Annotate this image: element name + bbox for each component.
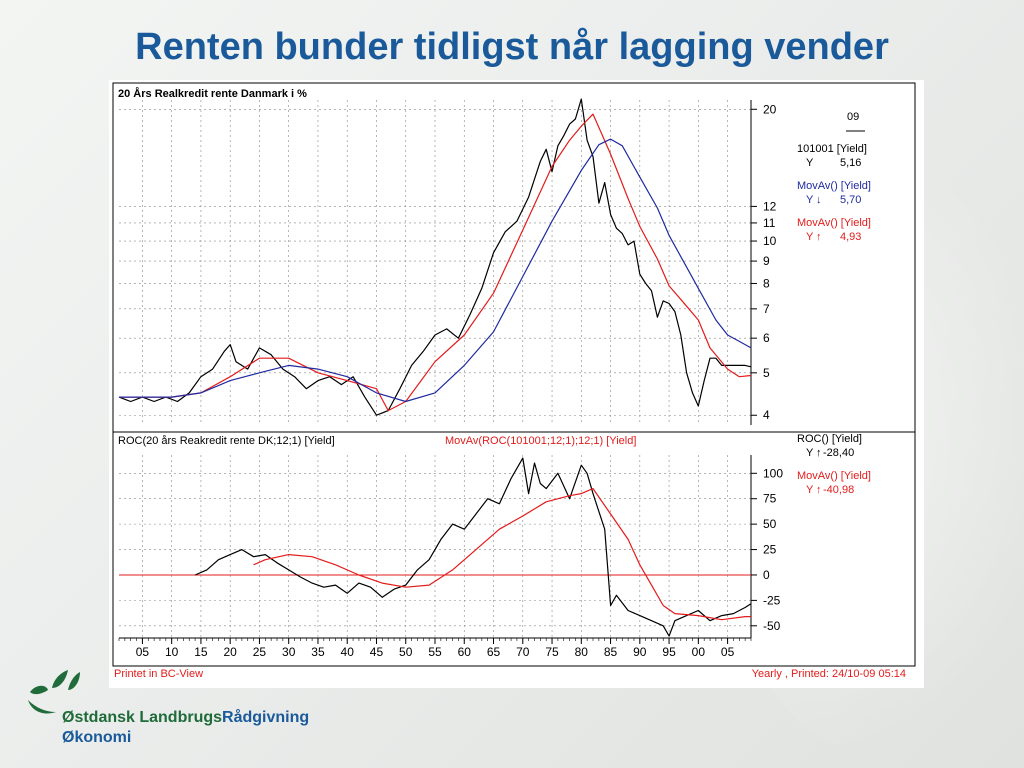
arrow-up-icon: ↑: [816, 231, 822, 243]
legend-year: 09: [847, 111, 859, 123]
x-tick-label: 75: [545, 645, 559, 659]
x-ticks: 05 10 15 20 25 30 35 40 45 50 55 60 65 70 75 80 85 90 95 00…: [118, 638, 752, 659]
arrow-up-icon: ↑: [816, 447, 822, 459]
legend-item-value: 4,93: [840, 231, 861, 243]
logo-leaf: [30, 685, 48, 695]
bottom-y-ticks: 100 75 50 25 0 -25 -50: [751, 466, 783, 633]
y-tick-label: 5: [763, 366, 770, 380]
x-tick-label: 05: [721, 645, 735, 659]
legend-item-label: ROC() [Yield]: [797, 433, 862, 445]
y-tick-label: 25: [763, 543, 777, 557]
x-tick-label: 00: [692, 645, 706, 659]
x-tick-label: 70: [516, 645, 530, 659]
company-name-line2: Økonomi: [62, 729, 132, 746]
slide-title: Renten bunder tidligst når lagging vende…: [135, 26, 889, 68]
legend-item-value: -40,98: [823, 484, 854, 496]
x-tick-label: 95: [662, 645, 676, 659]
legend-item-label: 101001 [Yield]: [797, 143, 867, 155]
logo-leaf: [52, 670, 68, 688]
x-tick-label: 05: [136, 645, 150, 659]
y-tick-label: -50: [763, 619, 781, 633]
legend-item-y: Y: [806, 194, 814, 206]
x-tick-label: 15: [194, 645, 208, 659]
series-line: [119, 138, 752, 403]
legend-item-value: 5,70: [840, 194, 861, 206]
y-tick-label: 11: [763, 216, 776, 230]
y-tick-label: 50: [763, 517, 777, 531]
legend-item-y: Y: [806, 157, 814, 169]
y-tick-label: 7: [763, 302, 770, 316]
y-tick-label: 0: [763, 568, 770, 582]
top-y-ticks: 4 5 6 7 8 9 10 11 12 20: [751, 102, 777, 422]
x-tick-label: 30: [282, 645, 296, 659]
x-tick-label: 10: [165, 645, 179, 659]
bottom-legend: ROC() [Yield] Y ↑ -28,40 MovAv() [Yield]…: [797, 433, 871, 496]
company-logo: [28, 670, 80, 714]
x-tick-label: 25: [253, 645, 267, 659]
chart-frame: [112, 82, 916, 667]
legend-item-label: MovAv() [Yield]: [797, 470, 871, 482]
x-tick-label: 80: [575, 645, 589, 659]
y-tick-label: 9: [763, 254, 770, 268]
legend-item-label: MovAv() [Yield]: [797, 180, 871, 192]
y-tick-label: 8: [763, 276, 770, 290]
legend-item-y: Y: [806, 447, 814, 459]
x-tick-label: 20: [224, 645, 238, 659]
bottom-chart-title-red: MovAv(ROC(101001;12;1);12;1) [Yield]: [445, 435, 636, 447]
y-tick-label: 100: [763, 466, 783, 480]
top-chart-title: 20 Års Realkredit rente Danmark i %: [118, 87, 307, 100]
arrow-up-icon: ↑: [816, 484, 822, 496]
series-line: [118, 98, 752, 416]
x-tick-label: 55: [428, 645, 442, 659]
bottom-series: [194, 457, 752, 637]
logo-leaf: [68, 672, 80, 690]
company-name-part2: Rådgivning: [222, 709, 310, 726]
x-tick-label: 60: [458, 645, 472, 659]
footer-right: Yearly , Printed: 24/10-09 05:14: [752, 668, 906, 680]
legend-item-y: Y: [806, 231, 814, 243]
y-tick-label: 75: [763, 492, 777, 506]
y-tick-label: 6: [763, 331, 770, 345]
legend-item-label: MovAv() [Yield]: [797, 217, 871, 229]
legend-item-y: Y: [806, 484, 814, 496]
bottom-chart-title: ROC(20 års Reakredit rente DK;12;1) [Yie…: [118, 435, 335, 447]
legend-item-value: -28,40: [823, 447, 854, 459]
arrow-down-icon: ↓: [816, 194, 822, 206]
series-line: [194, 457, 752, 637]
bottom-grid: [119, 455, 751, 638]
x-tick-label: 50: [399, 645, 413, 659]
y-tick-label: 4: [763, 408, 770, 422]
chart-panel: 4 5 6 7 8 9 10 11 12 20 100 75 50 25 0 -25 -50 05 10 15 20…: [109, 80, 924, 688]
x-tick-label: 85: [604, 645, 618, 659]
y-tick-label: 10: [763, 234, 777, 248]
logo-swoosh: [28, 700, 56, 714]
series-line: [253, 488, 751, 621]
top-grid: [119, 100, 751, 425]
footer-left: Printet in BC-View: [114, 668, 203, 680]
y-tick-label: -25: [763, 593, 781, 607]
top-series: [118, 98, 752, 416]
y-tick-label: 20: [763, 102, 777, 116]
legend-item-value: 5,16: [840, 157, 861, 169]
y-tick-label: 12: [763, 199, 777, 213]
x-tick-label: 45: [370, 645, 384, 659]
x-tick-label: 35: [311, 645, 325, 659]
x-tick-label: 90: [633, 645, 647, 659]
top-legend: 09 101001 [Yield] Y 5,16 MovAv() [Yield]…: [797, 111, 871, 243]
series-line: [119, 113, 752, 412]
company-name-part1: Østdansk Landbrugs: [62, 709, 223, 726]
x-tick-label: 40: [341, 645, 355, 659]
company-name: Østdansk LandbrugsRådgivning Økonomi: [62, 708, 309, 748]
x-tick-label: 65: [487, 645, 501, 659]
